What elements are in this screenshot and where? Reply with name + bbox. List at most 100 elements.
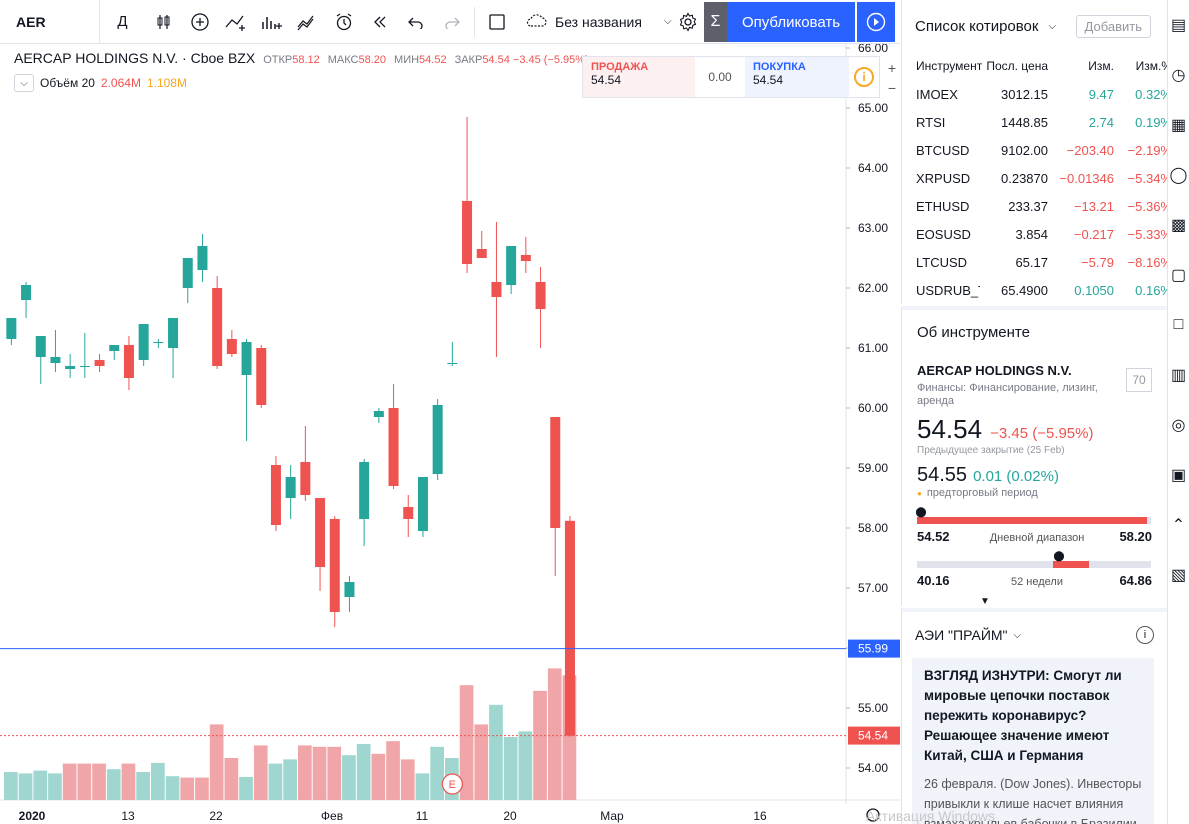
price-chart[interactable]: 66.00 65.00 64.00 63.00 62.00 61.00 60.00 59.00… xyxy=(0,44,900,824)
watchlist-row[interactable]: USDRUB_TOD 65.4900 0.1050 0.16% xyxy=(902,276,1172,304)
news-body: 26 февраля. (Dow Jones). Инвесторы привы… xyxy=(924,777,1142,824)
compare-icon[interactable] xyxy=(254,0,290,44)
candle-body xyxy=(535,282,546,309)
premarket-value: 54.55 xyxy=(917,464,968,486)
add-symbol-button[interactable]: Добавить xyxy=(1075,14,1151,38)
watch-last: 9102.00 xyxy=(1001,142,1048,158)
collapse-sidebar-icon[interactable]: ⌃ xyxy=(1171,517,1186,534)
sell-price: 54.54 xyxy=(591,73,622,87)
collapse-panel-button[interactable]: Σ xyxy=(704,2,727,42)
hotlist-icon[interactable]: ◯ xyxy=(1169,167,1188,184)
about-title: Об инструменте xyxy=(917,324,1030,341)
buy-label: ПОКУПКА xyxy=(753,61,806,73)
chevron-down-icon[interactable]: ⌵ xyxy=(1048,20,1057,32)
watchlist-row[interactable]: LTCUSD 65.17 −5.79 −8.16% xyxy=(902,248,1172,276)
year-low: 40.16 xyxy=(917,573,950,588)
add-indicator-icon[interactable] xyxy=(182,0,218,44)
volume-bar xyxy=(415,773,430,800)
symbol-search-button[interactable]: AER xyxy=(0,0,100,44)
data-window-icon[interactable]: ▦ xyxy=(1170,117,1187,134)
col-change-pct[interactable]: Изм.% xyxy=(1135,59,1172,73)
candle-body xyxy=(432,405,443,474)
watch-last: 3012.15 xyxy=(1001,86,1048,102)
col-last[interactable]: Посл. цена xyxy=(986,59,1048,73)
undo-icon[interactable] xyxy=(398,0,434,44)
publish-button[interactable]: Опубликовать xyxy=(727,2,855,42)
sell-button[interactable]: ПРОДАЖА 54.54 xyxy=(583,57,695,97)
panel-icon[interactable]: ▧ xyxy=(1170,567,1187,584)
help-icon[interactable]: ▣ xyxy=(1170,467,1187,484)
candle-body xyxy=(506,246,517,285)
candle-body xyxy=(388,408,399,486)
alerts-icon[interactable]: ◷ xyxy=(1171,67,1186,84)
alert-icon[interactable] xyxy=(326,0,362,44)
templates-icon[interactable] xyxy=(290,0,326,44)
volume-bar xyxy=(106,769,121,800)
notifications-icon[interactable]: ▥ xyxy=(1170,367,1187,384)
trade-info-button[interactable]: i xyxy=(849,57,879,97)
volume-bar xyxy=(180,777,195,800)
candle-body xyxy=(564,520,575,736)
buy-button[interactable]: ПОКУПКА 54.54 xyxy=(745,57,849,97)
prev-close: Предыдущее закрытие (25 Feb) xyxy=(917,445,1065,456)
watchlist-row[interactable]: EOSUSD 3.854 −0.217 −5.33% xyxy=(902,220,1172,248)
watch-last: 65.17 xyxy=(1015,254,1048,270)
col-change[interactable]: Изм. xyxy=(1088,59,1114,73)
watchlist-row[interactable]: BTCUSD 9102.00 −203.40 −2.19% xyxy=(902,136,1172,164)
news-item[interactable]: ВЗГЛЯД ИЗНУТРИ: Смогут ли мировые цепочк… xyxy=(912,658,1154,824)
settings-gear-icon[interactable] xyxy=(670,0,706,44)
rank-badge: 70 xyxy=(1126,368,1152,392)
col-symbol[interactable]: Инструмент xyxy=(916,59,983,73)
zoom-out-icon[interactable]: − xyxy=(887,80,897,96)
y-tick-label: 57.00 xyxy=(858,581,888,595)
volume-bar xyxy=(474,724,489,800)
watchlist-row[interactable]: RTSI 1448.85 2.74 0.19% xyxy=(902,108,1172,136)
watch-change-pct: 0.32% xyxy=(1135,86,1172,102)
watchlist-row[interactable]: ETHUSD 233.37 −13.21 −5.36% xyxy=(902,192,1172,220)
watchlist-title[interactable]: Список котировок xyxy=(915,17,1039,35)
fullscreen-icon[interactable] xyxy=(479,0,515,44)
ideas-icon[interactable]: ▢ xyxy=(1170,267,1187,284)
replay-icon[interactable] xyxy=(362,0,398,44)
watchlist-icon[interactable]: ▤ xyxy=(1170,17,1187,34)
axis-settings-icon[interactable] xyxy=(866,808,880,822)
play-icon[interactable] xyxy=(857,2,895,42)
watchlist-row[interactable]: IMOEX 3012.15 9.47 0.32% xyxy=(902,80,1172,108)
y-tick-label: 65.00 xyxy=(858,101,888,115)
candle-body xyxy=(6,318,17,339)
chat-icon[interactable]: □ xyxy=(1173,316,1184,333)
watch-last: 65.4900 xyxy=(1001,282,1048,298)
streams-icon[interactable]: ◎ xyxy=(1171,417,1186,434)
news-headline[interactable]: ВЗГЛЯД ИЗНУТРИ: Смогут ли мировые цепочк… xyxy=(924,668,1122,763)
layout-menu[interactable]: Без названия ⌵ xyxy=(515,0,682,44)
chevron-down-icon[interactable]: ⌵ xyxy=(1013,629,1022,641)
watch-symbol: BTCUSD xyxy=(916,142,970,158)
watchlist-row[interactable]: XRPUSD 0.23870 −0.01346 −5.34% xyxy=(902,164,1172,192)
redo-icon[interactable] xyxy=(434,0,470,44)
company-name[interactable]: AERCAP HOLDINGS N.V. xyxy=(917,363,1072,378)
candle-body xyxy=(344,582,355,597)
watch-symbol: ETHUSD xyxy=(916,198,970,214)
watch-change: −13.21 xyxy=(1073,198,1114,214)
collapse-arrow-icon[interactable]: ▼ xyxy=(980,596,990,607)
day-range: ⬤ 54.52 Дневной диапазон 58.20 xyxy=(915,507,1152,551)
legend-toggle-icon[interactable]: ⌵ xyxy=(14,74,34,92)
watch-last: 1448.85 xyxy=(1001,114,1048,130)
chart-area[interactable]: 66.00 65.00 64.00 63.00 62.00 61.00 60.00 59.00… xyxy=(0,44,900,824)
info-icon[interactable]: i xyxy=(1136,626,1154,644)
zoom-in-icon[interactable]: + xyxy=(887,60,897,76)
open-key: ОТКР xyxy=(263,53,293,66)
day-low: 54.52 xyxy=(917,529,950,544)
candle-body xyxy=(153,342,164,343)
sell-label: ПРОДАЖА xyxy=(591,61,649,73)
interval-button[interactable]: Д xyxy=(117,13,128,30)
y-tick-label: 62.00 xyxy=(858,281,888,295)
watch-change-pct: −5.36% xyxy=(1127,198,1172,214)
calendar-icon[interactable]: ▩ xyxy=(1170,217,1187,234)
candle-body xyxy=(123,345,134,378)
volume-bar xyxy=(4,772,18,800)
earnings-label: E xyxy=(449,779,456,791)
indicators-icon[interactable] xyxy=(218,0,254,44)
news-source[interactable]: АЭИ "ПРАЙМ" xyxy=(915,627,1008,643)
candles-icon[interactable] xyxy=(146,0,182,44)
